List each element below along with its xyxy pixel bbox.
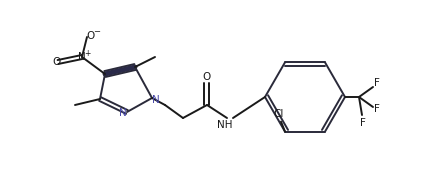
Text: F: F [373, 104, 379, 114]
Text: O: O [86, 31, 95, 41]
Text: +: + [83, 49, 90, 57]
Text: −: − [93, 28, 100, 36]
Text: F: F [359, 118, 365, 128]
Text: O: O [202, 72, 210, 82]
Text: F: F [373, 78, 379, 88]
Text: N: N [78, 52, 86, 62]
Text: N: N [152, 95, 159, 105]
Text: N: N [119, 108, 127, 118]
Text: O: O [53, 57, 61, 67]
Text: NH: NH [217, 120, 232, 130]
Text: Cl: Cl [273, 109, 284, 119]
